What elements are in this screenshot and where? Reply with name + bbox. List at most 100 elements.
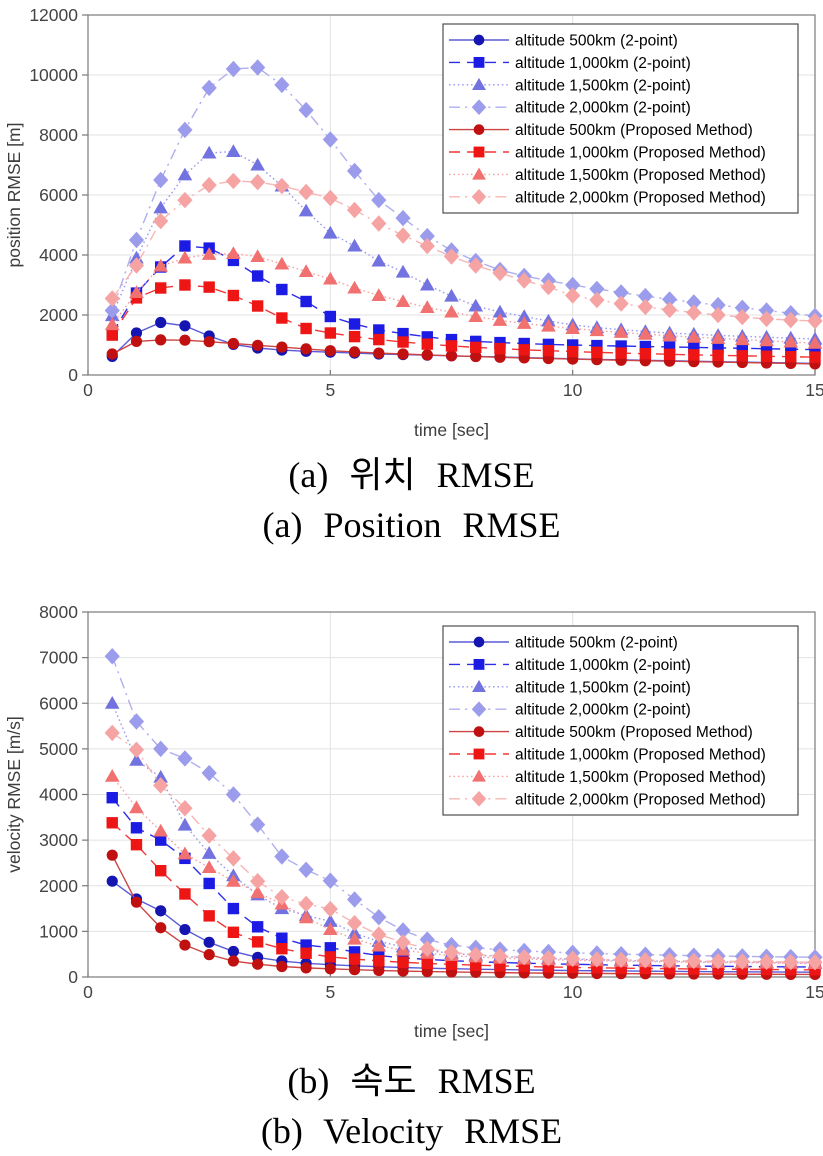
triangle-marker bbox=[541, 318, 556, 332]
triangle-marker bbox=[250, 157, 265, 171]
circle-marker bbox=[130, 335, 143, 347]
diamond-marker bbox=[395, 227, 411, 244]
square-marker bbox=[473, 658, 485, 670]
legend-item-5: altitude 1,000km (Proposed Method) bbox=[449, 747, 766, 764]
diamond-marker bbox=[298, 895, 314, 913]
square-marker bbox=[227, 926, 240, 938]
svg-text:altitude 2,000km (Proposed Met: altitude 2,000km (Proposed Method) bbox=[515, 189, 766, 206]
circle-marker bbox=[324, 345, 336, 357]
square-marker bbox=[663, 341, 676, 353]
diamond-marker bbox=[346, 891, 363, 908]
legend-item-6: altitude 1,500km (Proposed Method) bbox=[449, 167, 766, 184]
diamond-marker bbox=[371, 926, 387, 943]
position-rmse-chart: 0 5 10 15 0 2000 4000 6000 8000 10000 12000 time [s… bbox=[4, 5, 823, 440]
svg-text:altitude 2,000km (2-point): altitude 2,000km (2-point) bbox=[515, 702, 691, 719]
circle-marker bbox=[473, 124, 485, 135]
triangle-marker bbox=[250, 885, 265, 899]
diamond-marker bbox=[589, 291, 605, 309]
legend-item-1: altitude 1,000km (2-point) bbox=[449, 657, 691, 674]
square-marker bbox=[348, 946, 361, 958]
diamond-marker bbox=[565, 287, 581, 304]
svg-text:altitude 2,000km (2-point): altitude 2,000km (2-point) bbox=[515, 100, 691, 117]
circle-marker bbox=[421, 349, 433, 361]
square-marker bbox=[566, 961, 579, 974]
caption-b: (b) 속도 RMSE (b) Velocity RMSE bbox=[0, 1056, 823, 1156]
diamond-marker bbox=[371, 191, 387, 209]
diamond-marker bbox=[153, 171, 169, 189]
square-marker bbox=[227, 902, 240, 915]
triangle-marker bbox=[419, 277, 435, 291]
legend-item-7: altitude 2,000km (Proposed Method) bbox=[449, 791, 766, 808]
diamond-marker bbox=[128, 713, 145, 730]
square-marker bbox=[203, 910, 215, 922]
square-marker bbox=[227, 289, 240, 302]
diamond-marker bbox=[710, 953, 726, 970]
triangle-marker bbox=[104, 695, 120, 709]
square-marker bbox=[809, 343, 821, 356]
triangle-marker bbox=[129, 752, 144, 766]
legend-item-2: altitude 1,500km (2-point) bbox=[449, 679, 691, 696]
circle-marker bbox=[179, 334, 191, 346]
y-axis-label: position RMSE [m] bbox=[4, 123, 24, 268]
svg-text:12000: 12000 bbox=[29, 5, 78, 25]
circle-marker bbox=[348, 346, 361, 358]
diamond-marker bbox=[565, 950, 581, 967]
square-marker bbox=[276, 283, 288, 296]
svg-text:6000: 6000 bbox=[39, 693, 78, 713]
square-marker bbox=[276, 312, 288, 324]
square-marker bbox=[373, 324, 385, 336]
square-marker bbox=[639, 340, 652, 353]
square-marker bbox=[445, 333, 458, 346]
diamond-marker bbox=[322, 900, 338, 918]
triangle-marker bbox=[444, 288, 459, 302]
square-marker bbox=[348, 953, 361, 965]
diamond-marker bbox=[128, 231, 145, 249]
circle-marker bbox=[348, 964, 361, 976]
diamond-marker bbox=[153, 212, 169, 230]
triangle-marker bbox=[153, 200, 168, 214]
svg-text:0: 0 bbox=[83, 380, 93, 400]
circle-marker bbox=[130, 896, 143, 908]
svg-text:altitude 1,000km (2-point): altitude 1,000km (2-point) bbox=[515, 657, 691, 674]
circle-marker bbox=[227, 945, 239, 958]
square-marker bbox=[421, 338, 433, 350]
circle-marker bbox=[373, 964, 385, 977]
triangle-marker bbox=[759, 333, 774, 347]
diamond-marker bbox=[225, 850, 241, 867]
square-marker bbox=[276, 943, 288, 955]
circle-marker bbox=[179, 939, 191, 951]
triangle-marker bbox=[472, 77, 486, 91]
diamond-marker bbox=[637, 287, 653, 305]
triangle-marker bbox=[516, 309, 532, 322]
diamond-marker bbox=[419, 931, 435, 948]
circle-marker bbox=[397, 348, 409, 360]
triangle-marker bbox=[686, 329, 702, 343]
triangle-marker bbox=[274, 256, 290, 270]
triangle-marker bbox=[177, 817, 193, 831]
square-marker bbox=[227, 254, 240, 267]
triangle-marker bbox=[298, 264, 314, 277]
square-marker bbox=[470, 335, 482, 348]
square-marker bbox=[473, 56, 485, 68]
x-axis-label: time [sec] bbox=[414, 420, 489, 440]
square-marker bbox=[276, 932, 288, 944]
square-marker bbox=[130, 822, 143, 834]
diamond-marker bbox=[104, 302, 120, 319]
svg-text:5: 5 bbox=[325, 982, 335, 1002]
svg-text:altitude 500km (2-point): altitude 500km (2-point) bbox=[515, 33, 678, 50]
diamond-marker bbox=[395, 922, 411, 939]
caption-b-english: (b) Velocity RMSE bbox=[260, 1111, 563, 1151]
triangle-marker bbox=[347, 280, 362, 294]
diamond-marker bbox=[274, 848, 290, 865]
legend-item-4: altitude 500km (Proposed Method) bbox=[449, 122, 753, 139]
square-marker bbox=[591, 346, 603, 359]
triangle-marker bbox=[226, 873, 241, 887]
square-marker bbox=[106, 329, 118, 341]
circle-marker bbox=[203, 949, 215, 961]
circle-marker bbox=[373, 347, 385, 359]
legend-item-7: altitude 2,000km (Proposed Method) bbox=[449, 189, 766, 206]
diamond-marker bbox=[492, 264, 508, 282]
svg-text:altitude 500km (Proposed Metho: altitude 500km (Proposed Method) bbox=[515, 724, 753, 741]
svg-text:altitude 2,000km (Proposed Met: altitude 2,000km (Proposed Method) bbox=[515, 791, 766, 808]
square-marker bbox=[324, 310, 337, 323]
